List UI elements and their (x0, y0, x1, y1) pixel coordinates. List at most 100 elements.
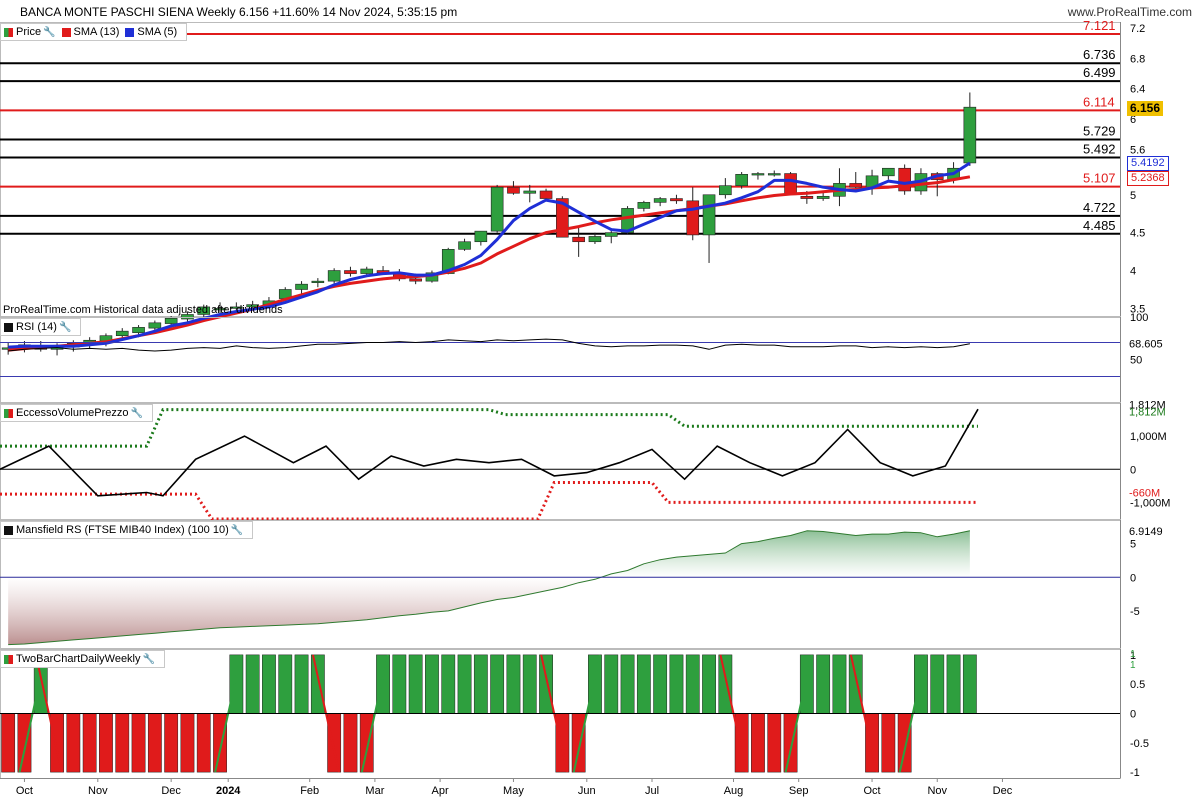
y-tick-label: 5.6 (1130, 144, 1145, 156)
twobar-bar (115, 713, 130, 773)
y-tick-label: -0.5 (1130, 738, 1149, 750)
rsi-legend[interactable]: RSI (14) 🔧 (0, 318, 82, 336)
wrench-icon[interactable]: 🔧 (130, 407, 143, 419)
twobar-bar (620, 654, 635, 714)
y-tick-label: 7.2 (1130, 23, 1145, 35)
twobar-bar (946, 654, 961, 714)
twobar-bar (571, 713, 586, 773)
twobar-legend[interactable]: TwoBarChartDailyWeekly 🔧 (0, 650, 165, 668)
candle-body (539, 190, 553, 199)
x-tick-label: Nov (88, 785, 108, 797)
twobar-bar (751, 713, 765, 773)
candle-body (246, 304, 259, 308)
twobar-bar (131, 713, 146, 773)
twobar-bar (310, 654, 325, 714)
wrench-icon[interactable]: 🔧 (43, 26, 56, 38)
x-tick-label: Oct (16, 785, 33, 797)
mansfield-legend[interactable]: Mansfield RS (FTSE MIB40 Index) (100 10)… (0, 521, 254, 539)
mansfield-swatch-icon (4, 525, 13, 535)
level-label: 5.729 (1083, 124, 1116, 139)
x-tick-label: Dec (993, 785, 1013, 797)
level-label: 5.107 (1083, 171, 1116, 186)
twobar-bar (441, 654, 456, 714)
mansfield-negative-area (8, 577, 970, 645)
wrench-icon[interactable]: 🔧 (230, 524, 244, 536)
twobar-last-label: 1 (1130, 660, 1136, 671)
legend-price: Price (16, 26, 42, 38)
twobar-bar (99, 713, 113, 773)
candle-body (474, 230, 488, 243)
candle-body (588, 236, 602, 243)
price-swatch-icon (4, 27, 13, 37)
twobar-bar (636, 654, 651, 714)
twobar-bar (392, 654, 407, 714)
mansfield-last-label: 6.9149 (1129, 526, 1163, 538)
wrench-icon[interactable]: 🔧 (58, 321, 72, 333)
y-tick-label: 0 (1130, 464, 1136, 476)
legend-evp: EccessoVolumePrezzo (16, 407, 129, 419)
candle-body (230, 306, 243, 309)
twobar-bar (832, 654, 847, 714)
twobar-bar (799, 654, 814, 714)
price-legend[interactable]: Price 🔧 SMA (13) SMA (5) (0, 23, 188, 41)
evp-legend[interactable]: EccessoVolumePrezzo 🔧 (0, 404, 153, 422)
legend-rsi: RSI (14) (16, 321, 57, 333)
twobar-bar (66, 713, 81, 773)
y-tick-label: 4.5 (1130, 228, 1145, 240)
twobar-bar (718, 654, 733, 714)
candle-body (816, 195, 830, 199)
y-tick-label: 1,000M (1130, 431, 1167, 443)
twobar-bar (653, 654, 668, 714)
twobar-bar (473, 654, 488, 714)
level-label: 6.736 (1083, 47, 1116, 62)
wrench-icon[interactable]: 🔧 (142, 653, 155, 665)
twobar-bar (685, 654, 700, 714)
twobar-bar (213, 713, 227, 773)
candle-body (132, 327, 145, 333)
candle-body (849, 183, 863, 188)
twobar-bar (164, 713, 179, 773)
y-tick-label: -1 (1130, 767, 1140, 779)
candle-body (686, 200, 700, 236)
evp-swatch-icon (4, 408, 13, 418)
source-label: www.ProRealTime.com (1067, 5, 1192, 19)
y-tick-label: -1,000M (1130, 497, 1170, 509)
x-tick-label: Apr (432, 785, 449, 797)
candle-body (621, 208, 634, 233)
evp-line (0, 408, 979, 497)
candle-body (115, 330, 129, 337)
x-tick-label: Oct (863, 785, 880, 797)
y-tick-label: 5 (1130, 190, 1136, 202)
twobar-bar (962, 654, 977, 714)
candle-body (702, 194, 716, 236)
twobar-bar (50, 713, 64, 773)
x-tick-label: Jul (645, 785, 659, 797)
twobar-bar (767, 713, 782, 773)
x-tick-label: Nov (927, 785, 947, 797)
candle-body (344, 270, 357, 274)
level-label: 5.492 (1083, 141, 1116, 156)
twobar-bar (343, 713, 358, 773)
legend-sma5: SMA (5) (137, 26, 178, 38)
twobar-bar (180, 713, 195, 773)
candle-body (311, 280, 325, 283)
twobar-bar (669, 654, 684, 714)
candle-body (458, 241, 471, 250)
candle-body (767, 173, 781, 176)
sma5-value-tag: 5.4192 (1127, 156, 1169, 171)
candle-body (507, 186, 520, 194)
candle-body (604, 232, 618, 237)
y-tick-label: 4 (1130, 266, 1136, 278)
twobar-bar (196, 713, 211, 773)
twobar-bar (425, 654, 439, 714)
twobar-bar (604, 654, 619, 714)
rsi-swatch-icon (4, 322, 13, 332)
evp-last-label: 1,812M (1129, 406, 1166, 418)
twobar-bar (359, 713, 374, 773)
y-tick-label: 6 (1130, 114, 1136, 126)
twobar-bar (522, 654, 537, 714)
sma13-swatch-icon (61, 27, 71, 37)
y-tick-label: 1 (1130, 650, 1136, 662)
candle-body (670, 198, 683, 202)
